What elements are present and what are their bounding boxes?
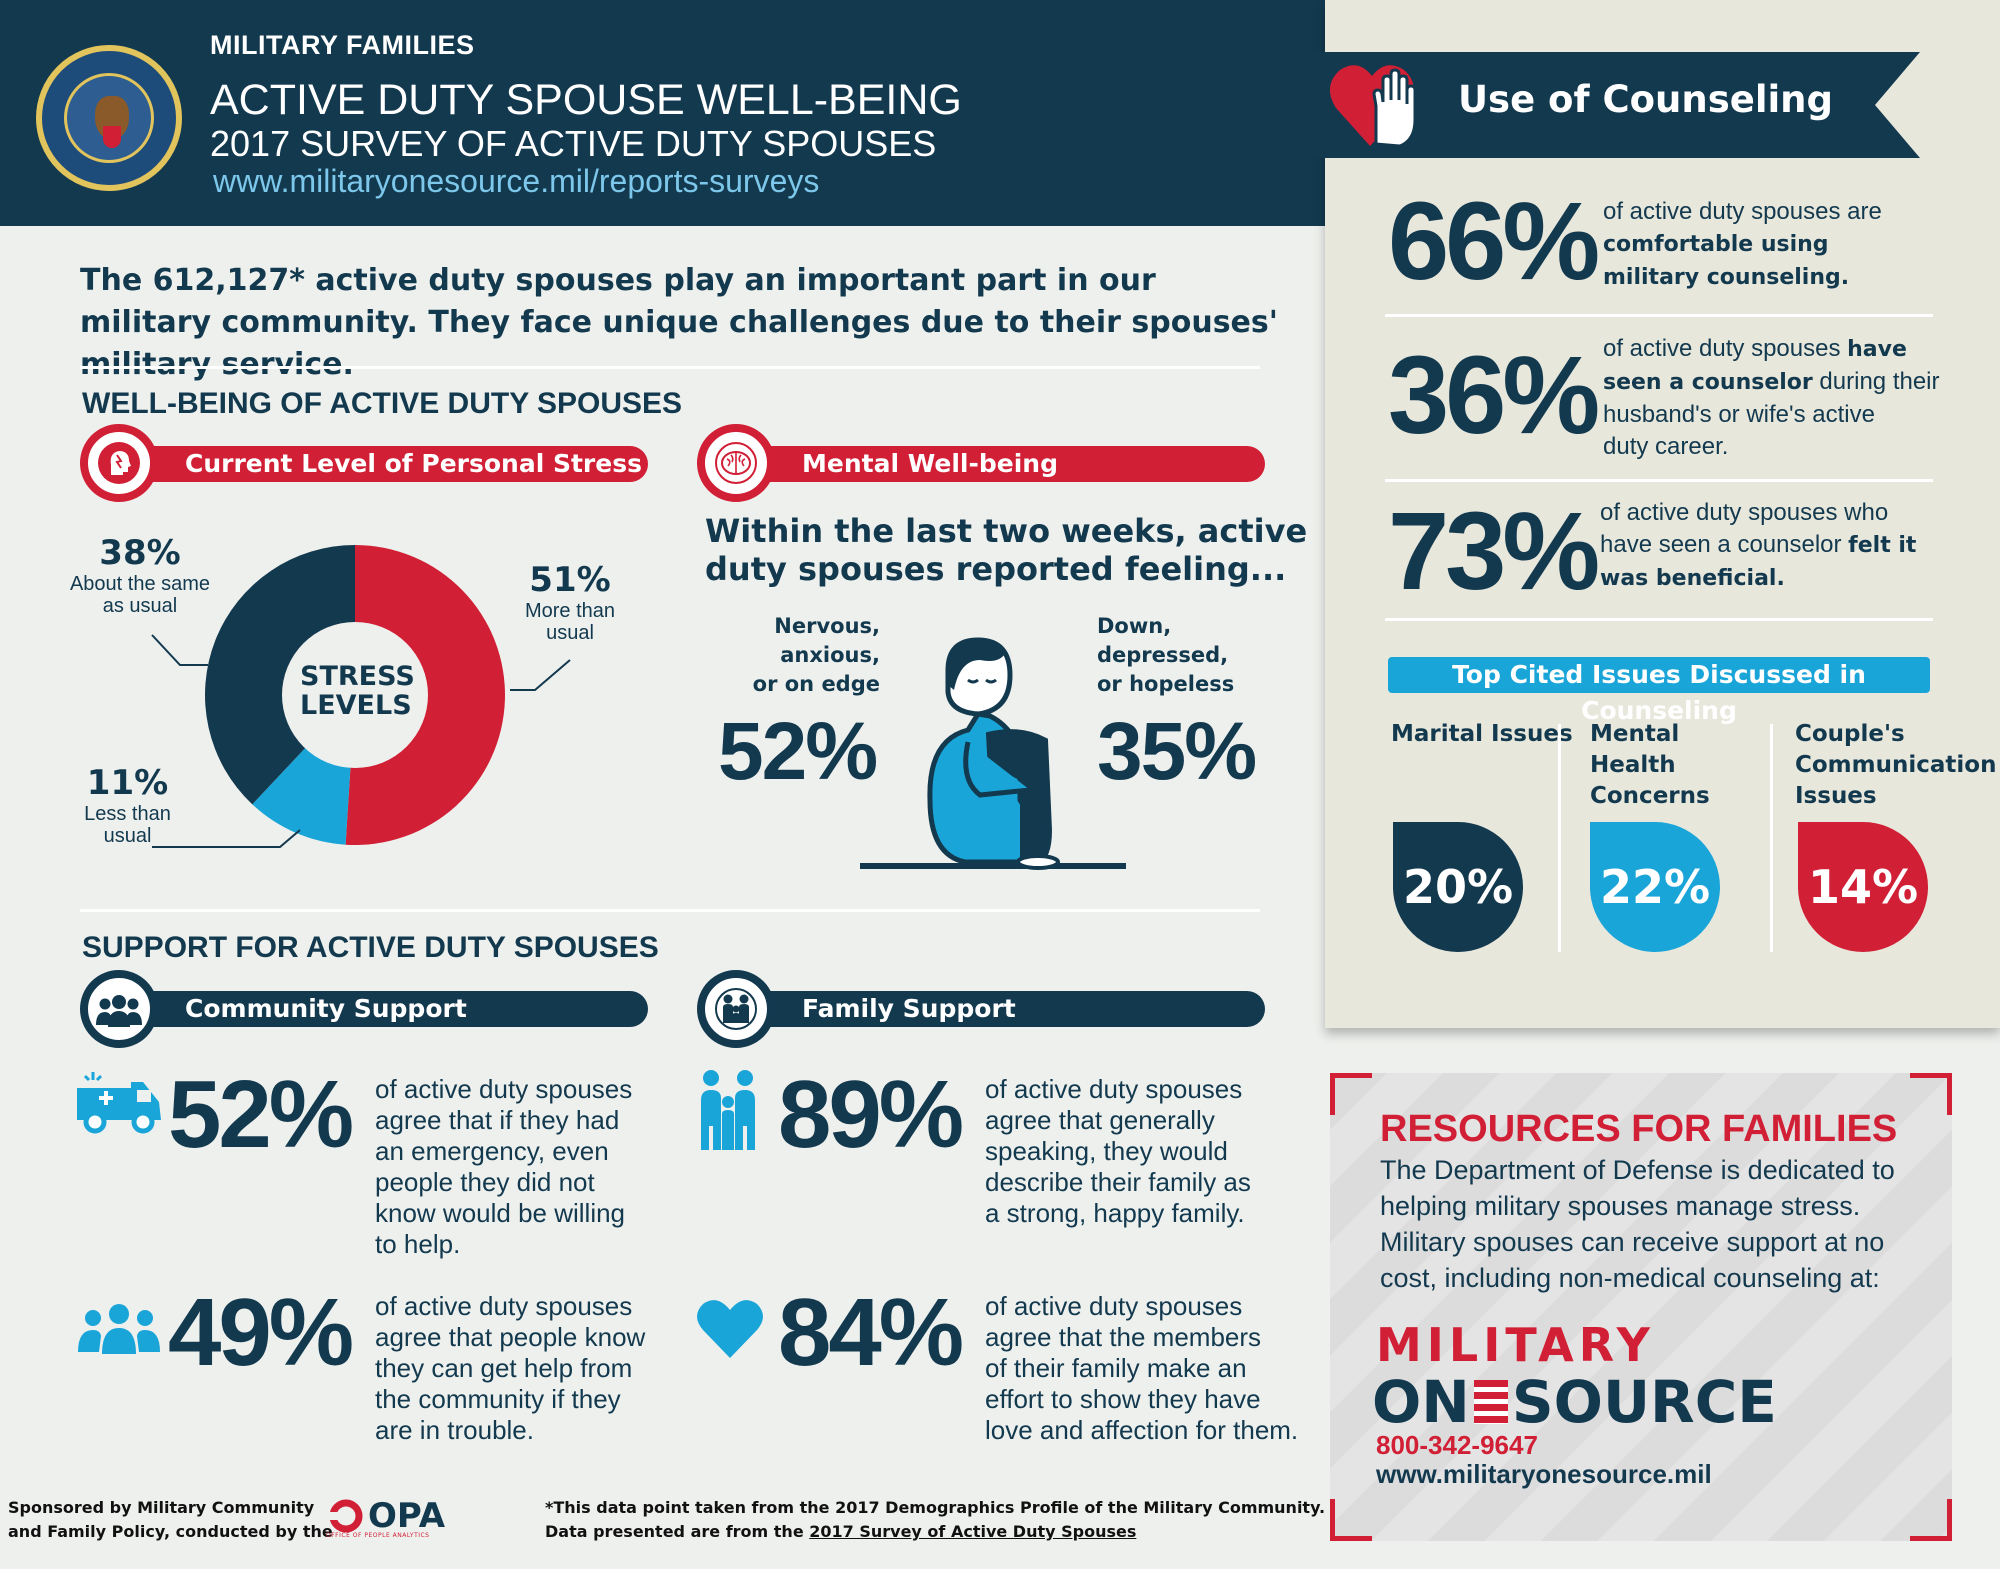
depressed-label: Down, depressed, or hopeless	[1097, 614, 1235, 696]
header-kicker: MILITARY FAMILIES	[210, 30, 475, 60]
stress-label-same: 38% About the same as usual	[69, 533, 211, 617]
divider	[1385, 314, 1933, 317]
counseling-title: Use of Counseling	[1458, 78, 1834, 121]
stress-head-icon	[80, 424, 158, 502]
sad-person-illustration	[860, 637, 1126, 870]
military-onesource-logo: MILITARY	[1376, 1318, 1655, 1372]
stress-banner	[95, 446, 648, 482]
family-strong-text: of active duty spouses agree that genera…	[985, 1074, 1251, 1228]
top-issues-title: Top Cited Issues Discussed in Counseling	[1388, 657, 1930, 725]
resources-title: RESOURCES FOR FAMILIES	[1380, 1108, 1898, 1150]
page-subtitle: 2017 SURVEY OF ACTIVE DUTY SPOUSES	[210, 123, 937, 164]
ambulance-icon	[77, 1072, 161, 1134]
heart-icon	[697, 1300, 763, 1358]
family-strong-pct: 89%	[778, 1061, 964, 1168]
wellbeing-section-title: WELL-BEING OF ACTIVE DUTY SPOUSES	[82, 387, 683, 420]
people-icon	[78, 1304, 160, 1354]
divider	[80, 909, 1260, 912]
family-members-icon	[701, 1070, 755, 1150]
family-icon	[697, 970, 775, 1048]
brain-icon	[697, 424, 775, 502]
divider	[1558, 724, 1561, 952]
family-affection-pct: 84%	[778, 1279, 964, 1386]
community-banner-label: Community Support	[185, 994, 467, 1023]
community-help-pct: 49%	[168, 1279, 354, 1386]
stress-label-more: 51% More than usual	[524, 560, 616, 644]
counseling-comfortable-pct: 66%	[1388, 180, 1600, 303]
donut-center-label: STRESS LEVELS	[300, 661, 415, 721]
counseling-seen-text: of active duty spouses have seen a couns…	[1603, 335, 1940, 460]
intro-text: The 612,127* active duty spouses play an…	[80, 263, 1278, 382]
nervous-pct: 52%	[718, 706, 878, 797]
sponsor-text: Sponsored by Military Community and Fami…	[8, 1498, 333, 1541]
frame-corner	[1330, 1073, 1372, 1115]
support-section-title: SUPPORT FOR ACTIVE DUTY SPOUSES	[82, 931, 659, 964]
header-banner	[0, 0, 1325, 226]
footnote: *This data point taken from the 2017 Dem…	[545, 1498, 1326, 1541]
resources-text: The Department of Defense is dedicated t…	[1380, 1155, 1895, 1293]
onesource-link[interactable]: www.militaryonesource.mil	[1376, 1459, 1712, 1489]
community-emergency-pct: 52%	[168, 1061, 354, 1168]
divider	[80, 366, 1260, 369]
counseling-beneficial-text: of active duty spouses who have seen a c…	[1600, 499, 1917, 591]
issue-drop-marital: 20%	[1393, 822, 1523, 952]
opa-subtitle: OFFICE OF PEOPLE ANALYTICS	[326, 1532, 430, 1539]
dod-seal-icon	[36, 45, 182, 191]
issue-drop-mental: 22%	[1590, 822, 1720, 952]
flag-stripes-icon	[1473, 1380, 1508, 1424]
family-banner	[712, 991, 1265, 1027]
military-onesource-logo: ON SOURCE	[1372, 1368, 1777, 1436]
frame-corner	[1330, 1499, 1372, 1541]
counseling-ribbon	[1295, 52, 1920, 158]
phone-number[interactable]: 800-342-9647	[1376, 1430, 1538, 1460]
family-affection-text: of active duty spouses agree that the me…	[985, 1291, 1299, 1445]
community-help-text: of active duty spouses agree that people…	[375, 1291, 646, 1445]
stress-banner-label: Current Level of Personal Stress	[185, 449, 642, 478]
reports-link[interactable]: www.militaryonesource.mil/reports-survey…	[213, 163, 820, 199]
divider	[1385, 479, 1933, 482]
mental-banner-label: Mental Well-being	[802, 449, 1058, 478]
divider	[1770, 724, 1773, 952]
frame-corner	[1910, 1073, 1952, 1115]
page-title: ACTIVE DUTY SPOUSE WELL-BEING	[210, 76, 962, 124]
frame-corner	[1910, 1499, 1952, 1541]
family-banner-label: Family Support	[802, 994, 1016, 1023]
stress-label-less: 11% Less than usual	[84, 763, 171, 847]
survey-link[interactable]: 2017 Survey of Active Duty Spouses	[809, 1522, 1137, 1541]
resources-box	[1330, 1073, 1952, 1541]
nervous-label: Nervous, anxious, or on edge	[752, 614, 880, 696]
heart-hand-icon	[1330, 65, 1417, 148]
counseling-comfortable-text: of active duty spouses are comfortable u…	[1603, 198, 1882, 290]
counseling-seen-pct: 36%	[1388, 334, 1600, 457]
issue-label-communication: Couple's Communication Issues	[1795, 721, 1997, 809]
opa-logo: OPA	[328, 1496, 445, 1536]
divider	[1385, 618, 1933, 621]
counseling-beneficial-pct: 73%	[1388, 490, 1600, 613]
opa-circle-icon	[328, 1499, 363, 1533]
donut-leader-lines	[151, 634, 571, 848]
depressed-pct: 35%	[1097, 706, 1257, 797]
mental-question: Within the last two weeks, active duty s…	[705, 512, 1308, 588]
stress-donut-chart	[205, 545, 505, 845]
issue-label-mental: Mental Health Concerns	[1590, 721, 1710, 809]
community-emergency-text: of active duty spouses agree that if the…	[375, 1074, 633, 1259]
community-banner	[95, 991, 648, 1027]
issue-label-marital: Marital Issues	[1391, 721, 1573, 747]
mental-banner	[712, 446, 1265, 482]
donut-slice-same	[205, 545, 355, 805]
group-icon	[80, 970, 158, 1048]
issue-drop-communication: 14%	[1798, 822, 1928, 952]
